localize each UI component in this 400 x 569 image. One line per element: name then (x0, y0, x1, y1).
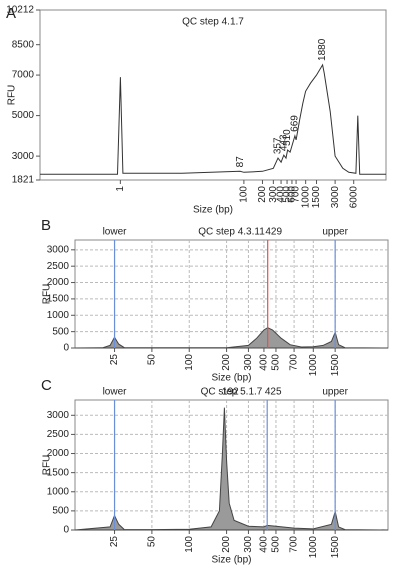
x-tick-label: 1500 (311, 186, 322, 209)
marker-label: 192 (222, 387, 239, 398)
y-tick-label: 1821 (12, 175, 35, 186)
peak-label: 357 (273, 137, 284, 154)
marker-label: 425 (265, 387, 282, 398)
peak-label: 669 (290, 115, 301, 132)
marker-label: upper (322, 387, 348, 398)
x-tick-label: 500 (271, 536, 282, 553)
marker-label: lower (103, 387, 128, 398)
y-tick-label: 1500 (47, 467, 70, 478)
y-tick-label: 3000 (47, 244, 70, 255)
y-tick-label: 1000 (47, 486, 70, 497)
x-tick-label: 200 (221, 354, 232, 371)
chart-title: QC step 4.3.11 (198, 227, 265, 238)
x-tick-label: 700 (291, 186, 302, 203)
trace (74, 327, 389, 349)
y-tick-label: 3000 (47, 410, 70, 421)
y-tick-label: 1500 (47, 294, 70, 305)
x-tick-label: 700 (289, 536, 300, 553)
y-axis-label: RFU (7, 85, 18, 106)
y-axis-label: RFU (42, 284, 53, 305)
y-tick-label: 2500 (47, 261, 70, 272)
x-tick-label: 1 (115, 186, 126, 192)
x-tick-label: 3000 (330, 186, 341, 209)
chart-title: QC step 4.1.7 (182, 17, 244, 28)
x-axis-label: Size (bp) (211, 555, 251, 566)
x-tick-label: 25 (109, 354, 120, 366)
y-tick-label: 500 (52, 506, 69, 517)
peak-label: 1880 (317, 38, 328, 61)
chart-title: QC step 5.1.7 (201, 387, 263, 398)
plot-frame (39, 9, 387, 181)
marker-label: 429 (265, 227, 282, 238)
x-tick-label: 6000 (348, 186, 359, 209)
trace (74, 407, 389, 531)
panel-label: B (41, 217, 51, 234)
x-tick-label: 500 (282, 186, 293, 203)
x-axis-label: Size (bp) (193, 205, 233, 216)
peak-label: 510 (282, 129, 293, 146)
marker-label: upper (322, 227, 348, 238)
y-tick-label: 7000 (12, 70, 35, 81)
y-tick-label: 2000 (47, 448, 70, 459)
x-tick-label: 500 (271, 354, 282, 371)
peak-label: 87 (235, 156, 246, 168)
x-tick-label: 100 (184, 536, 195, 553)
x-axis-label: Size (bp) (211, 373, 251, 384)
peak-label: 443 (278, 134, 289, 151)
y-tick-label: 2500 (47, 429, 70, 440)
panel-label: C (41, 377, 52, 394)
x-tick-label: 700 (289, 354, 300, 371)
y-tick-label: 5000 (12, 110, 35, 121)
marker-label: lower (103, 227, 128, 238)
x-tick-label: 300 (243, 354, 254, 371)
x-tick-label: 1000 (308, 354, 319, 377)
x-tick-label: 400 (276, 186, 287, 203)
x-tick-label: 1500 (330, 536, 341, 559)
x-tick-label: 1000 (308, 536, 319, 559)
x-tick-label: 400 (259, 354, 270, 371)
y-tick-label: 8500 (12, 39, 35, 50)
x-tick-label: 1500 (330, 354, 341, 377)
x-tick-label: 300 (243, 536, 254, 553)
y-tick-label: 2000 (47, 277, 70, 288)
y-tick-label: 0 (63, 525, 69, 536)
trace (40, 63, 386, 175)
y-tick-label: 1000 (47, 310, 70, 321)
x-tick-label: 100 (239, 186, 250, 203)
x-tick-label: 200 (257, 186, 268, 203)
x-tick-label: 400 (259, 536, 270, 553)
y-tick-label: 3000 (12, 151, 35, 162)
x-tick-label: 25 (109, 536, 120, 548)
x-tick-label: 100 (184, 354, 195, 371)
y-tick-label: 10212 (6, 5, 34, 16)
x-tick-label: 300 (268, 186, 279, 203)
x-tick-label: 50 (147, 536, 158, 548)
x-tick-label: 1000 (300, 186, 311, 209)
x-tick-label: 200 (221, 536, 232, 553)
y-tick-label: 500 (52, 326, 69, 337)
x-tick-label: 600 (287, 186, 298, 203)
y-tick-label: 0 (63, 343, 69, 354)
y-axis-label: RFU (42, 455, 53, 476)
panel-label: A (6, 5, 16, 22)
x-tick-label: 50 (147, 354, 158, 366)
